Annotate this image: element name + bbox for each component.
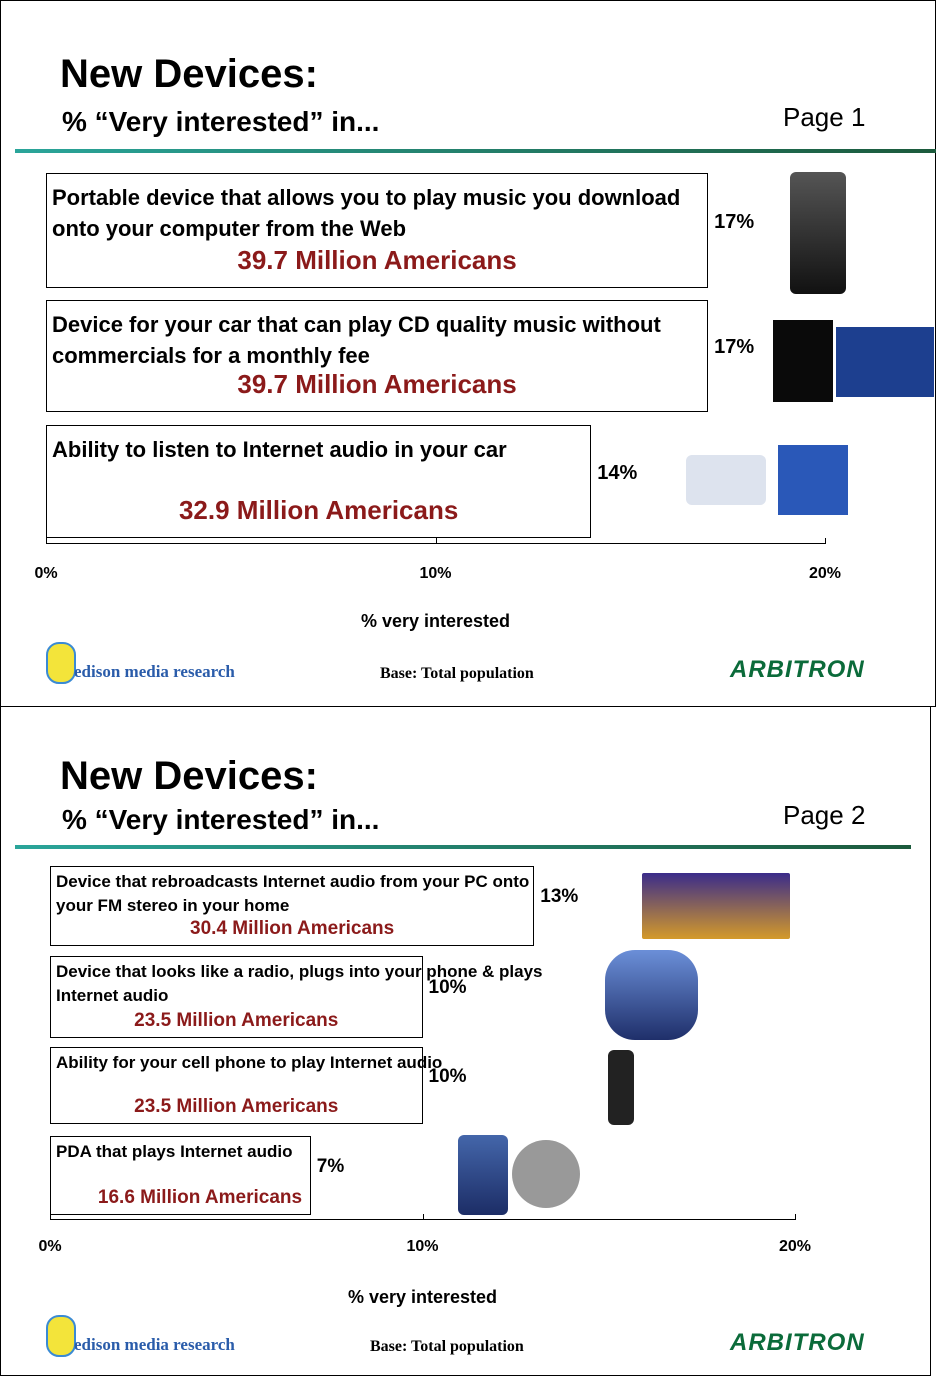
x-axis-title: % very interested bbox=[286, 611, 586, 632]
audience-label: 23.5 Million Americans bbox=[50, 1096, 423, 1118]
value-label: 10% bbox=[429, 1066, 467, 1088]
logo-right: ARBITRON bbox=[730, 1329, 865, 1357]
category-label: Device for your car that can play CD qua… bbox=[52, 310, 692, 372]
x-tick-label: 10% bbox=[396, 565, 476, 583]
device-image bbox=[605, 950, 698, 1040]
page-label: Page 2 bbox=[783, 800, 865, 831]
gm-logo bbox=[778, 445, 848, 515]
onstar-logo bbox=[686, 455, 766, 505]
title-rule bbox=[15, 845, 911, 849]
x-axis-title: % very interested bbox=[273, 1287, 573, 1308]
category-label: Ability for your cell phone to play Inte… bbox=[56, 1051, 546, 1075]
category-label: PDA that plays Internet audio bbox=[56, 1140, 546, 1164]
title-rule bbox=[15, 149, 936, 153]
category-label: Device that looks like a radio, plugs in… bbox=[56, 960, 546, 1008]
tick-mark bbox=[46, 538, 47, 544]
x-tick-label: 0% bbox=[6, 565, 86, 583]
device-image bbox=[608, 1050, 634, 1125]
audience-label: 16.6 Million Americans bbox=[50, 1187, 350, 1209]
slide-subtitle: % “Very interested” in... bbox=[62, 106, 379, 138]
xm-logo bbox=[773, 320, 833, 402]
value-label: 17% bbox=[714, 336, 754, 359]
x-tick-label: 10% bbox=[383, 1238, 463, 1256]
device-image bbox=[790, 172, 846, 294]
sirius-logo bbox=[836, 327, 934, 397]
category-label: Portable device that allows you to play … bbox=[52, 183, 692, 245]
tick-mark bbox=[825, 538, 826, 544]
category-label: Ability to listen to Internet audio in y… bbox=[52, 435, 692, 466]
tick-mark bbox=[423, 1214, 424, 1220]
page-label: Page 1 bbox=[783, 102, 865, 133]
logo-left: edison media research bbox=[74, 1335, 235, 1355]
edison-icon bbox=[46, 1315, 76, 1357]
logo-right: ARBITRON bbox=[730, 656, 865, 684]
value-label: 10% bbox=[429, 977, 467, 999]
x-tick-label: 20% bbox=[785, 565, 865, 583]
tick-mark bbox=[50, 1214, 51, 1220]
tick-mark bbox=[436, 538, 437, 544]
audience-label: 30.4 Million Americans bbox=[50, 918, 534, 940]
slide-subtitle: % “Very interested” in... bbox=[62, 804, 379, 836]
slide-title: New Devices: bbox=[60, 754, 318, 799]
slide-title: New Devices: bbox=[60, 52, 318, 97]
value-label: 13% bbox=[540, 886, 578, 908]
logo-left: edison media research bbox=[74, 662, 235, 682]
value-label: 7% bbox=[317, 1156, 344, 1178]
page: (() => { const data = JSON.parse(documen… bbox=[0, 0, 936, 1376]
x-tick-label: 0% bbox=[10, 1238, 90, 1256]
audience-label: 39.7 Million Americans bbox=[46, 369, 708, 400]
footnote: Base: Total population bbox=[380, 665, 534, 683]
audience-label: 32.9 Million Americans bbox=[46, 495, 591, 526]
category-label: Device that rebroadcasts Internet audio … bbox=[56, 870, 546, 918]
device-image bbox=[642, 873, 790, 939]
value-label: 14% bbox=[597, 462, 637, 485]
tick-mark bbox=[795, 1214, 796, 1220]
footnote: Base: Total population bbox=[370, 1338, 524, 1356]
audience-label: 39.7 Million Americans bbox=[46, 245, 708, 276]
value-label: 17% bbox=[714, 211, 754, 234]
audience-label: 23.5 Million Americans bbox=[50, 1010, 423, 1032]
x-tick-label: 20% bbox=[755, 1238, 835, 1256]
edison-icon bbox=[46, 642, 76, 684]
